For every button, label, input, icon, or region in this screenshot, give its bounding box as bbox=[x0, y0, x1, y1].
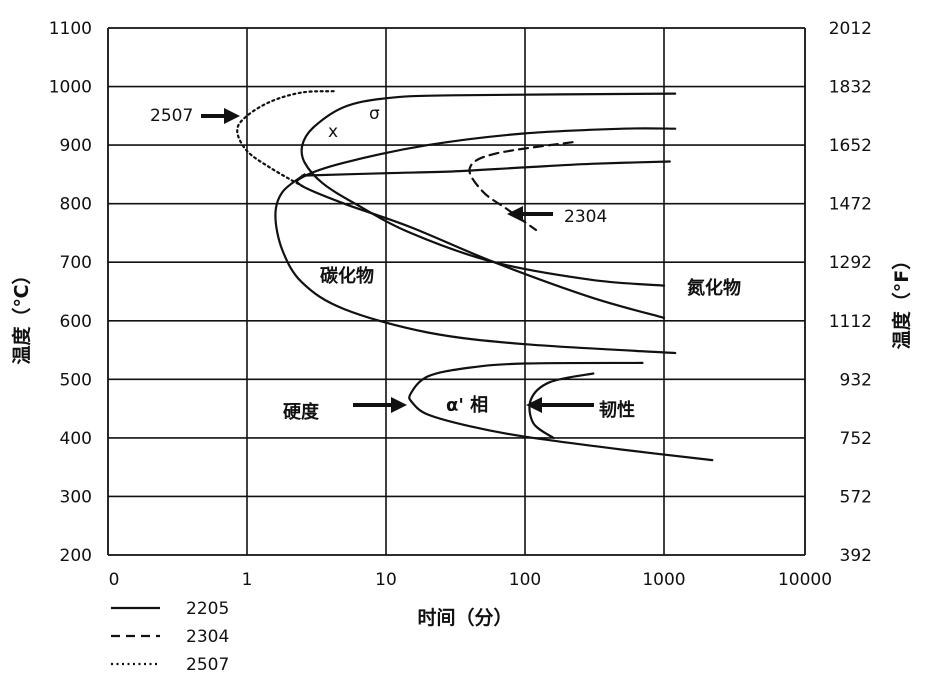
y-left-tick-label: 1100 bbox=[49, 19, 92, 39]
y-left-tick-label: 700 bbox=[60, 253, 92, 273]
label-nitride: 氮化物 bbox=[687, 277, 741, 299]
label-toughness: 韧性 bbox=[599, 399, 635, 421]
y-left-tick-label: 500 bbox=[60, 370, 92, 390]
arrow-toughness bbox=[526, 397, 594, 413]
series-line-2205-nitride bbox=[301, 160, 671, 177]
y-right-tick-label: 1112 bbox=[829, 312, 872, 332]
x-tick-label: 0 bbox=[109, 570, 120, 590]
series-line-2304 bbox=[468, 141, 574, 232]
label-alpha-prime: α' 相 bbox=[446, 395, 488, 416]
y-axis-title-left: 温度（℃） bbox=[10, 265, 33, 364]
y-left-tick-label: 900 bbox=[60, 136, 92, 156]
legend-label-2205: 2205 bbox=[186, 599, 229, 619]
legend-item-2205: 2205 bbox=[111, 599, 229, 619]
x-tick-label: 1 bbox=[242, 570, 253, 590]
y-right-tick-label: 752 bbox=[840, 429, 872, 449]
y-right-tick-label: 572 bbox=[840, 487, 872, 507]
y-right-tick-label: 1652 bbox=[829, 136, 872, 156]
y-left-tick-label: 200 bbox=[60, 546, 92, 566]
legend-label-2304: 2304 bbox=[186, 627, 229, 647]
arrow-2507 bbox=[201, 108, 240, 124]
legend-label-2507: 2507 bbox=[186, 655, 229, 675]
y-right-tick-label: 932 bbox=[840, 370, 872, 390]
grid bbox=[107, 27, 806, 556]
series-line-2205-toughness bbox=[528, 372, 595, 439]
x-tick-label: 10000 bbox=[778, 570, 832, 590]
series-line-2205-α' bbox=[408, 361, 714, 462]
x-axis-title: 时间（分） bbox=[417, 606, 512, 629]
label-sigma: σ bbox=[369, 104, 380, 124]
x-tick-label: 100 bbox=[509, 570, 541, 590]
label-2507: 2507 bbox=[150, 106, 193, 126]
y-left-tick-label: 800 bbox=[60, 195, 92, 215]
label-chi: x bbox=[328, 122, 338, 142]
label-2304: 2304 bbox=[564, 207, 607, 227]
y-left-tick-label: 300 bbox=[60, 487, 92, 507]
legend: 2205 2304 2507 bbox=[111, 599, 229, 675]
label-hardness: 硬度 bbox=[283, 401, 320, 423]
x-tick-label: 10 bbox=[375, 570, 397, 590]
y-left-tick-label: 600 bbox=[60, 312, 92, 332]
x-tick-label: 1000 bbox=[642, 570, 685, 590]
y-left-tick-label: 1000 bbox=[49, 78, 92, 98]
label-carbide: 碳化物 bbox=[320, 265, 374, 287]
y-axis-title-right: 温度（°F） bbox=[890, 251, 913, 349]
y-right-tick-label: 392 bbox=[840, 546, 872, 566]
series-line-2507 bbox=[236, 90, 335, 188]
series-line-2205-σ bbox=[300, 92, 677, 287]
tick-labels: 0 1 10 100 1000 10000 1100 1000 900 800 700 600 500 4… bbox=[49, 19, 872, 590]
y-right-tick-label: 1292 bbox=[829, 253, 872, 273]
arrow-2304 bbox=[507, 206, 553, 222]
series-layer bbox=[236, 90, 714, 462]
y-right-tick-label: 1832 bbox=[829, 78, 872, 98]
series-line-2205-χ bbox=[295, 127, 677, 319]
legend-item-2304: 2304 bbox=[111, 627, 229, 647]
series-line-2205-carbide bbox=[274, 173, 677, 355]
y-left-tick-label: 400 bbox=[60, 429, 92, 449]
legend-item-2507: 2507 bbox=[111, 655, 229, 675]
y-right-tick-label: 1472 bbox=[829, 195, 872, 215]
arrow-hardness bbox=[353, 397, 407, 413]
y-right-tick-label: 2012 bbox=[829, 19, 872, 39]
